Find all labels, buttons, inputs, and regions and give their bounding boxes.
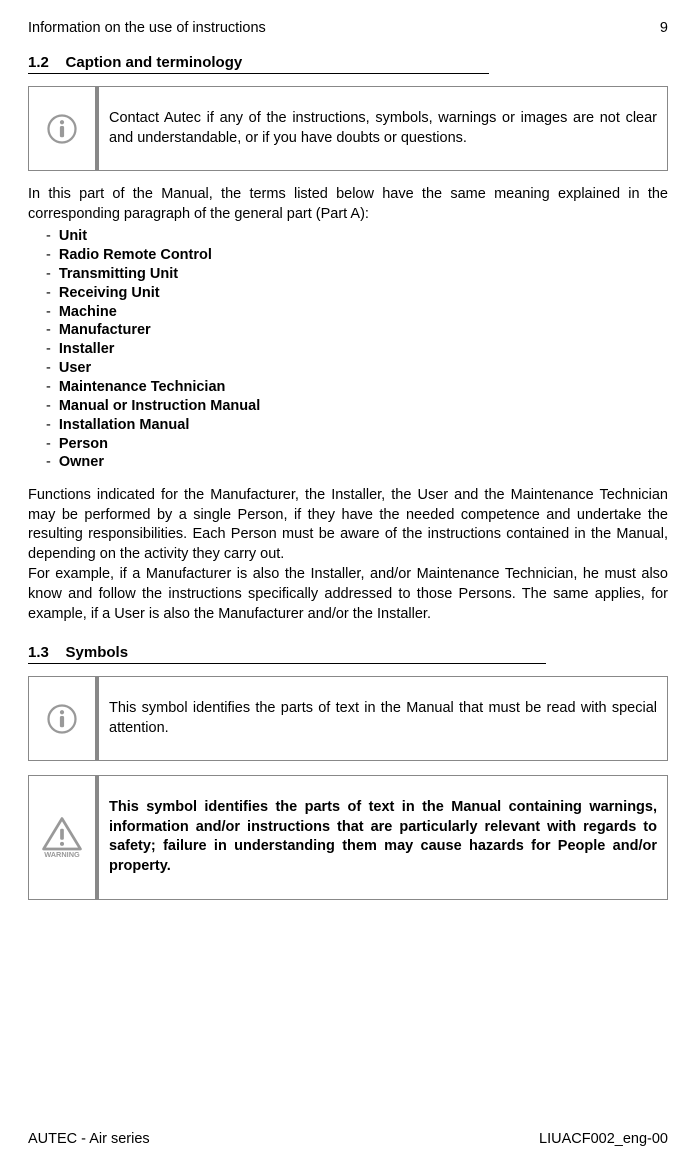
term-item: Manual or Instruction Manual	[46, 397, 668, 416]
intro-paragraph: In this part of the Manual, the terms li…	[28, 185, 668, 224]
section-number: 1.2	[28, 54, 49, 71]
section-1-2-heading: 1.2 Caption and terminology	[28, 54, 489, 74]
term-item: User	[46, 359, 668, 378]
page-number: 9	[660, 20, 668, 36]
footer-right: LIUACF002_eng-00	[539, 1131, 668, 1147]
info-icon	[47, 114, 77, 144]
info-box-attention: This symbol identifies the parts of text…	[28, 676, 668, 761]
section-1-3-heading: 1.3 Symbols	[28, 644, 546, 664]
term-item: Radio Remote Control	[46, 246, 668, 265]
term-item: Installer	[46, 340, 668, 359]
info-box-text: Contact Autec if any of the instructions…	[99, 87, 667, 170]
warning-label: WARNING	[44, 851, 80, 860]
term-list: Unit Radio Remote Control Transmitting U…	[46, 227, 668, 472]
info-box-text: This symbol identifies the parts of text…	[99, 677, 667, 760]
term-item: Installation Manual	[46, 416, 668, 435]
section-title: Caption and terminology	[66, 54, 243, 71]
section-1-2-heading-wrap: 1.2 Caption and terminology	[28, 54, 668, 74]
term-item: Person	[46, 435, 668, 454]
body-para-1: Functions indicated for the Manufacturer…	[28, 486, 668, 564]
section-1-3-heading-wrap: 1.3 Symbols	[28, 644, 668, 664]
section-number: 1.3	[28, 644, 49, 661]
term-item: Receiving Unit	[46, 284, 668, 303]
footer-left: AUTEC - Air series	[28, 1131, 150, 1147]
page-footer: AUTEC - Air series LIUACF002_eng-00	[28, 1131, 668, 1147]
term-item: Manufacturer	[46, 321, 668, 340]
info-icon-cell	[29, 87, 99, 170]
warning-icon: WARNING	[39, 814, 85, 860]
warning-icon-cell: WARNING	[29, 776, 99, 898]
page-header: Information on the use of instructions 9	[28, 20, 668, 36]
term-item: Maintenance Technician	[46, 378, 668, 397]
term-item: Owner	[46, 453, 668, 472]
info-box-contact: Contact Autec if any of the instructions…	[28, 86, 668, 171]
section-title: Symbols	[66, 644, 129, 661]
body-block: Functions indicated for the Manufacturer…	[28, 486, 668, 624]
header-title: Information on the use of instructions	[28, 20, 266, 36]
term-item: Unit	[46, 227, 668, 246]
warning-box: WARNING This symbol identifies the parts…	[28, 775, 668, 899]
term-item: Transmitting Unit	[46, 265, 668, 284]
term-item: Machine	[46, 303, 668, 322]
info-icon-cell	[29, 677, 99, 760]
warning-box-text: This symbol identifies the parts of text…	[99, 776, 667, 898]
info-icon	[47, 704, 77, 734]
body-para-2: For example, if a Manufacturer is also t…	[28, 565, 668, 624]
